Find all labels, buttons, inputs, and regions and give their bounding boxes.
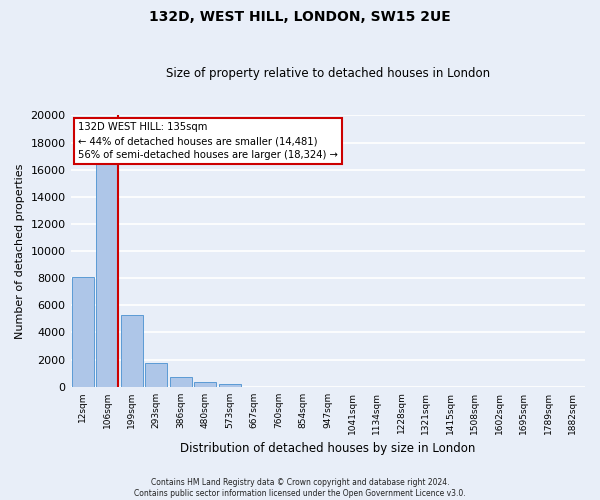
Text: 132D, WEST HILL, LONDON, SW15 2UE: 132D, WEST HILL, LONDON, SW15 2UE — [149, 10, 451, 24]
X-axis label: Distribution of detached houses by size in London: Distribution of detached houses by size … — [180, 442, 475, 455]
Y-axis label: Number of detached properties: Number of detached properties — [15, 164, 25, 338]
Bar — [170, 377, 192, 386]
Bar — [121, 315, 143, 386]
Title: Size of property relative to detached houses in London: Size of property relative to detached ho… — [166, 66, 490, 80]
Bar — [219, 384, 241, 386]
Text: 132D WEST HILL: 135sqm
← 44% of detached houses are smaller (14,481)
56% of semi: 132D WEST HILL: 135sqm ← 44% of detached… — [78, 122, 338, 160]
Bar — [194, 382, 217, 386]
Text: Contains HM Land Registry data © Crown copyright and database right 2024.
Contai: Contains HM Land Registry data © Crown c… — [134, 478, 466, 498]
Bar — [72, 277, 94, 386]
Bar — [145, 363, 167, 386]
Bar — [96, 163, 118, 386]
